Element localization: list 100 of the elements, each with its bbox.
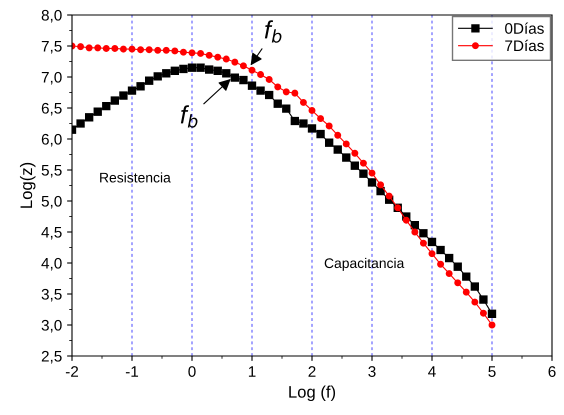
x-tick-label: -2: [66, 366, 78, 377]
point: [300, 98, 307, 106]
x-axis-title: Log (f): [289, 386, 336, 402]
point: [222, 56, 230, 62]
point: [196, 64, 205, 72]
point: [257, 71, 264, 78]
point: [368, 178, 376, 187]
point: [316, 130, 325, 138]
point: [377, 181, 384, 188]
point: [436, 246, 445, 254]
point: [86, 44, 93, 52]
point: [171, 47, 178, 54]
point: [239, 76, 248, 84]
point: [488, 322, 496, 328]
point: [248, 82, 256, 90]
point: [154, 72, 162, 81]
point: [454, 279, 462, 286]
point: [428, 238, 436, 246]
point: [420, 240, 427, 247]
point: [334, 145, 342, 154]
point: [222, 69, 230, 78]
point: [179, 64, 188, 74]
x-tick-label: 5: [488, 366, 496, 377]
point: [144, 76, 154, 85]
y-tick-label: 5,5: [42, 165, 62, 178]
point: [214, 66, 222, 75]
point: [154, 46, 162, 54]
point: [342, 140, 350, 148]
x-tick-label: 4: [428, 366, 436, 377]
point: [317, 115, 324, 122]
point: [454, 262, 462, 271]
annotation: Capacitancia: [324, 258, 404, 271]
point: [119, 91, 128, 100]
point: [290, 116, 300, 126]
point: [411, 228, 418, 236]
point: [308, 107, 316, 114]
y-tick-label: 6,0: [42, 134, 62, 146]
y-tick-label: 5,0: [42, 196, 62, 208]
point: [266, 76, 273, 83]
point: [386, 192, 393, 200]
point: [350, 161, 360, 170]
point: [188, 64, 196, 72]
point: [462, 288, 470, 296]
point: [94, 108, 102, 116]
point: [446, 270, 453, 278]
y-tick-label: 2,5: [42, 350, 62, 364]
point: [102, 45, 110, 52]
annotation: Resistencia: [100, 172, 171, 183]
point: [471, 298, 478, 306]
y-tick-label: 7,0: [42, 72, 62, 84]
point: [264, 90, 274, 100]
point: [248, 66, 256, 74]
x-tick-label: 0: [188, 366, 196, 377]
point: [128, 46, 136, 53]
y-tick-label: 3,5: [42, 288, 62, 302]
point: [84, 113, 94, 122]
point: [299, 119, 308, 128]
point: [470, 282, 480, 291]
point: [137, 46, 144, 54]
point: [291, 90, 298, 97]
point: [231, 58, 238, 66]
y-tick-label: 8,0: [42, 10, 62, 22]
point: [128, 86, 136, 95]
annotation: f$_{b}$: [264, 20, 282, 43]
y-tick-label: 6,5: [42, 102, 62, 116]
x-tick-label: 3: [368, 366, 376, 377]
point: [110, 96, 120, 105]
point: [359, 170, 368, 178]
point: [77, 43, 84, 50]
point: [428, 250, 436, 258]
point: [76, 119, 85, 128]
legend-label: 0Días: [505, 22, 544, 34]
y-tick-label: 3,0: [42, 320, 62, 332]
x-tick-label: 2: [308, 366, 316, 377]
point: [480, 310, 487, 317]
point: [437, 260, 444, 268]
y-tick-label: 4,0: [41, 258, 62, 270]
point: [197, 50, 204, 57]
point: [256, 86, 265, 95]
x-tick-label: 1: [248, 366, 256, 377]
point: [488, 310, 496, 318]
point: [188, 49, 196, 56]
y-tick-label: 4,5: [41, 227, 62, 240]
point: [368, 170, 376, 177]
point: [120, 46, 127, 53]
point: [419, 229, 428, 238]
point: [180, 48, 187, 56]
point: [230, 73, 240, 82]
point: [170, 66, 180, 75]
x-tick-label: 6: [548, 366, 556, 377]
legend-label: 7Días: [505, 40, 544, 52]
point: [351, 150, 358, 157]
point: [136, 82, 145, 90]
point: [326, 122, 333, 130]
point: [146, 46, 153, 54]
point: [410, 221, 420, 230]
point: [94, 44, 102, 52]
point: [214, 54, 222, 61]
point: [282, 104, 290, 113]
point: [111, 45, 118, 52]
